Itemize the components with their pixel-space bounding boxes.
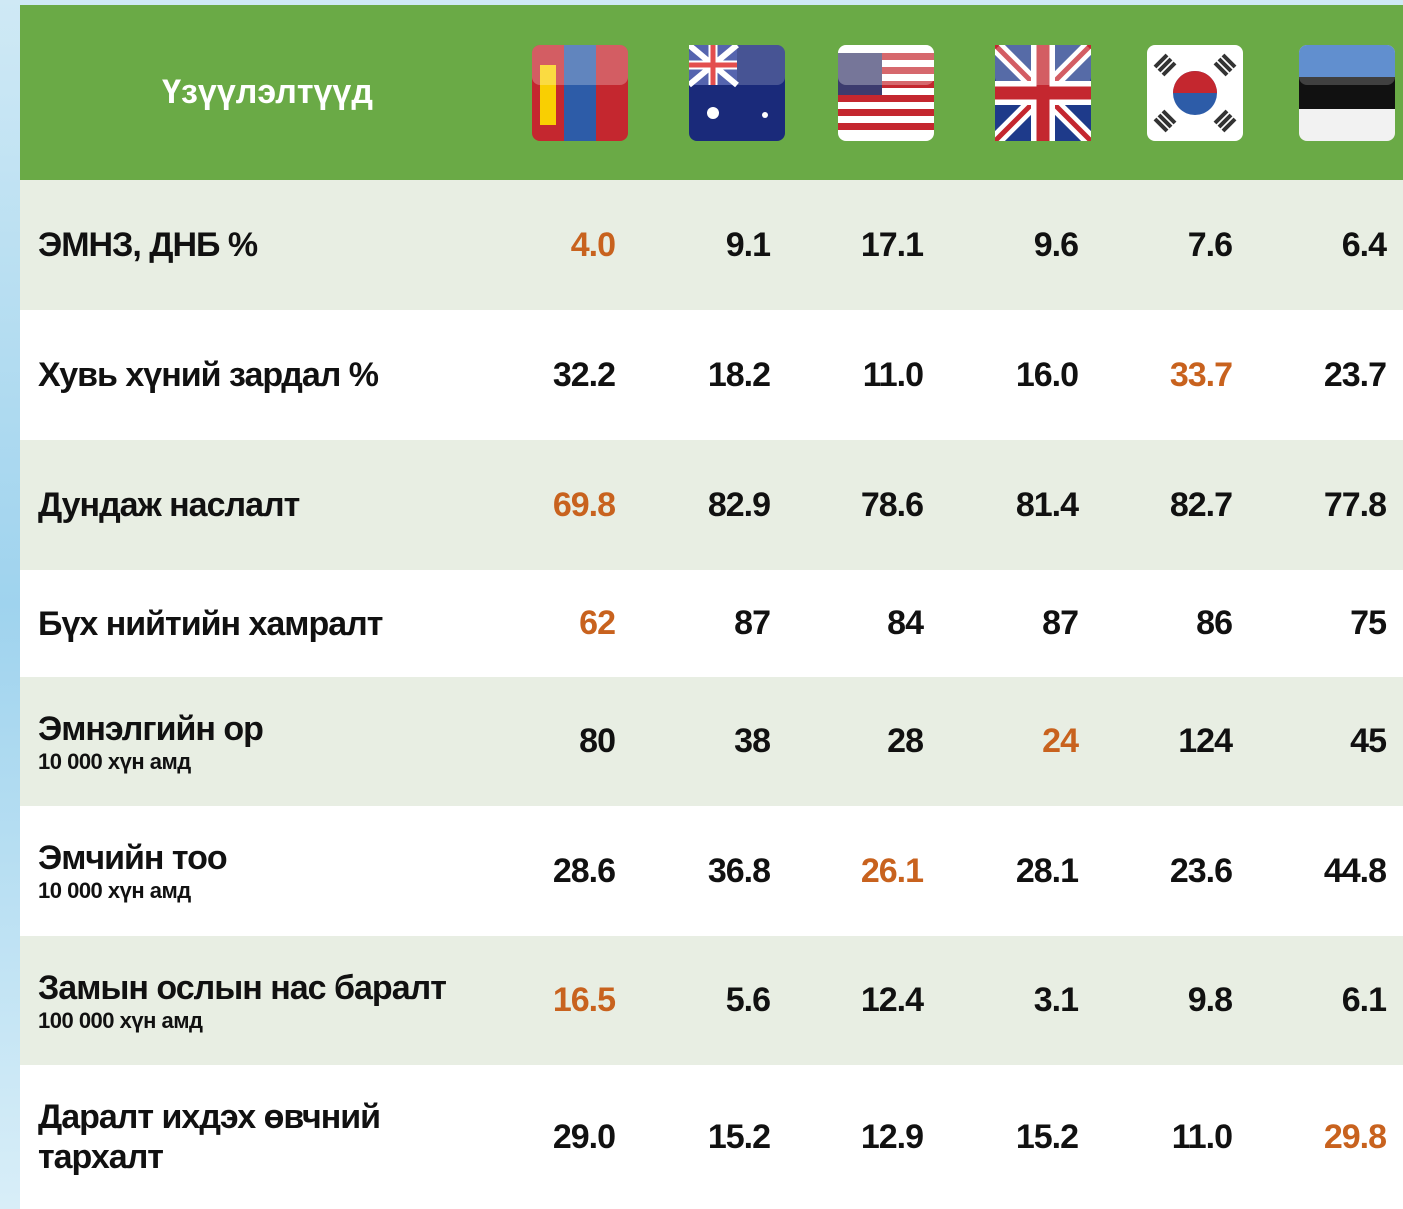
- value-cell: 17.1: [860, 225, 924, 264]
- flag-korea: [1147, 45, 1243, 141]
- value-cell: 124: [1178, 722, 1233, 760]
- value-cell: 75: [1350, 604, 1387, 642]
- flag-estonia: [1299, 45, 1395, 141]
- table-row: Бүх нийтийн хамралт 62 87 84 87 86 75: [20, 570, 1403, 677]
- value-cell: 33.7: [1169, 355, 1233, 394]
- value-cell: 32.2: [552, 355, 616, 394]
- value-cell: 23.7: [1323, 355, 1387, 394]
- value-cell: 45: [1350, 722, 1387, 760]
- table: Үзүүлэлтүүд ЭМНЗ, ДНБ % 4.0 9.1 17.1 9.6 7.6 6…: [20, 5, 1403, 1209]
- table-row: ЭМНЗ, ДНБ % 4.0 9.1 17.1 9.6 7.6 6.4: [20, 180, 1403, 310]
- table-row: Даралт ихдэх өвчний тархалт 29.0 15.2 12.9 1…: [20, 1065, 1403, 1209]
- value-cell: 82.9: [707, 485, 771, 524]
- row-sublabel: 10 000 хүн амд: [38, 878, 191, 903]
- value-cell: 62: [579, 604, 616, 642]
- value-cell: 44.8: [1323, 851, 1387, 890]
- value-cell: 87: [1042, 604, 1079, 642]
- row-label: Хувь хүний зардал %: [38, 356, 379, 394]
- value-cell: 16.5: [552, 981, 616, 1019]
- value-cell: 9.8: [1187, 981, 1233, 1019]
- row-label: Дундаж наслалт: [38, 486, 300, 524]
- table-row: Эмчийн тоо 10 000 хүн амд 28.6 36.8 26.1 28.1…: [20, 806, 1403, 936]
- row-label: Бүх нийтийн хамралт: [38, 604, 383, 643]
- table-row: Эмнэлгийн ор 10 000 хүн амд 80 38 28 24 124 45: [20, 677, 1403, 806]
- value-cell: 29.8: [1323, 1117, 1387, 1156]
- row-label: Замын ослын нас баралт: [38, 968, 447, 1007]
- value-cell: 23.6: [1169, 851, 1233, 890]
- value-cell: 87: [734, 604, 771, 642]
- value-cell: 11.0: [1171, 1117, 1233, 1156]
- value-cell: 69.8: [552, 485, 616, 524]
- flag-mongolia: [532, 45, 628, 141]
- value-cell: 18.2: [707, 355, 771, 394]
- value-cell: 11.0: [862, 355, 924, 394]
- value-cell: 16.0: [1015, 355, 1079, 394]
- value-cell: 4.0: [570, 225, 616, 264]
- value-cell: 77.8: [1323, 485, 1387, 524]
- table-row: Замын ослын нас баралт 100 000 хүн амд 16.…: [20, 936, 1403, 1065]
- value-cell: 12.4: [860, 981, 924, 1019]
- value-cell: 84: [887, 604, 924, 642]
- row-label: Даралт ихдэх өвчний тархалт: [38, 1098, 381, 1176]
- value-cell: 12.9: [860, 1117, 924, 1156]
- row-label-cell: Бүх нийтийн хамралт: [38, 570, 508, 677]
- value-cell: 86: [1196, 604, 1233, 642]
- table-row: Дундаж наслалт 69.8 82.9 78.6 81.4 82.7 77.8: [20, 440, 1403, 570]
- row-label-cell: Замын ослын нас баралт 100 000 хүн амд: [38, 936, 508, 1065]
- value-cell: 28.6: [552, 851, 616, 890]
- flag-usa: [838, 45, 934, 141]
- value-cell: 3.1: [1033, 981, 1079, 1019]
- value-cell: 7.6: [1187, 225, 1233, 264]
- value-cell: 36.8: [707, 851, 771, 890]
- header: Үзүүлэлтүүд: [20, 5, 1403, 180]
- value-cell: 26.1: [860, 851, 924, 890]
- row-label: Эмнэлгийн ор: [38, 709, 264, 748]
- table-row: Хувь хүний зардал % 32.2 18.2 11.0 16.0 33.7 2…: [20, 310, 1403, 440]
- value-cell: 24: [1042, 722, 1079, 760]
- value-cell: 29.0: [552, 1117, 616, 1156]
- flag-australia: [689, 45, 785, 141]
- value-cell: 82.7: [1169, 485, 1233, 524]
- row-label-cell: Эмчийн тоо 10 000 хүн амд: [38, 806, 508, 936]
- row-label-cell: ЭМНЗ, ДНБ %: [38, 180, 508, 310]
- row-label: ЭМНЗ, ДНБ %: [38, 226, 258, 264]
- value-cell: 9.1: [725, 225, 771, 264]
- value-cell: 6.4: [1341, 225, 1387, 264]
- row-label-cell: Хувь хүний зардал %: [38, 310, 508, 440]
- value-cell: 6.1: [1341, 981, 1387, 1019]
- row-label-cell: Даралт ихдэх өвчний тархалт: [38, 1065, 508, 1209]
- row-label-cell: Эмнэлгийн ор 10 000 хүн амд: [38, 677, 508, 806]
- value-cell: 28.1: [1015, 851, 1079, 890]
- row-sublabel: 100 000 хүн амд: [38, 1007, 203, 1033]
- value-cell: 78.6: [860, 485, 924, 524]
- value-cell: 80: [579, 722, 616, 760]
- value-cell: 15.2: [1015, 1117, 1079, 1156]
- value-cell: 5.6: [725, 981, 771, 1019]
- header-title: Үзүүлэлтүүд: [162, 73, 373, 111]
- row-label: Эмчийн тоо: [38, 839, 228, 877]
- value-cell: 81.4: [1015, 485, 1079, 524]
- value-cell: 38: [734, 722, 771, 760]
- value-cell: 28: [887, 722, 924, 760]
- value-cell: 9.6: [1033, 225, 1079, 264]
- row-label-cell: Дундаж наслалт: [38, 440, 508, 570]
- row-sublabel: 10 000 хүн амд: [38, 748, 191, 774]
- value-cell: 15.2: [707, 1117, 771, 1156]
- flag-uk: [995, 45, 1091, 141]
